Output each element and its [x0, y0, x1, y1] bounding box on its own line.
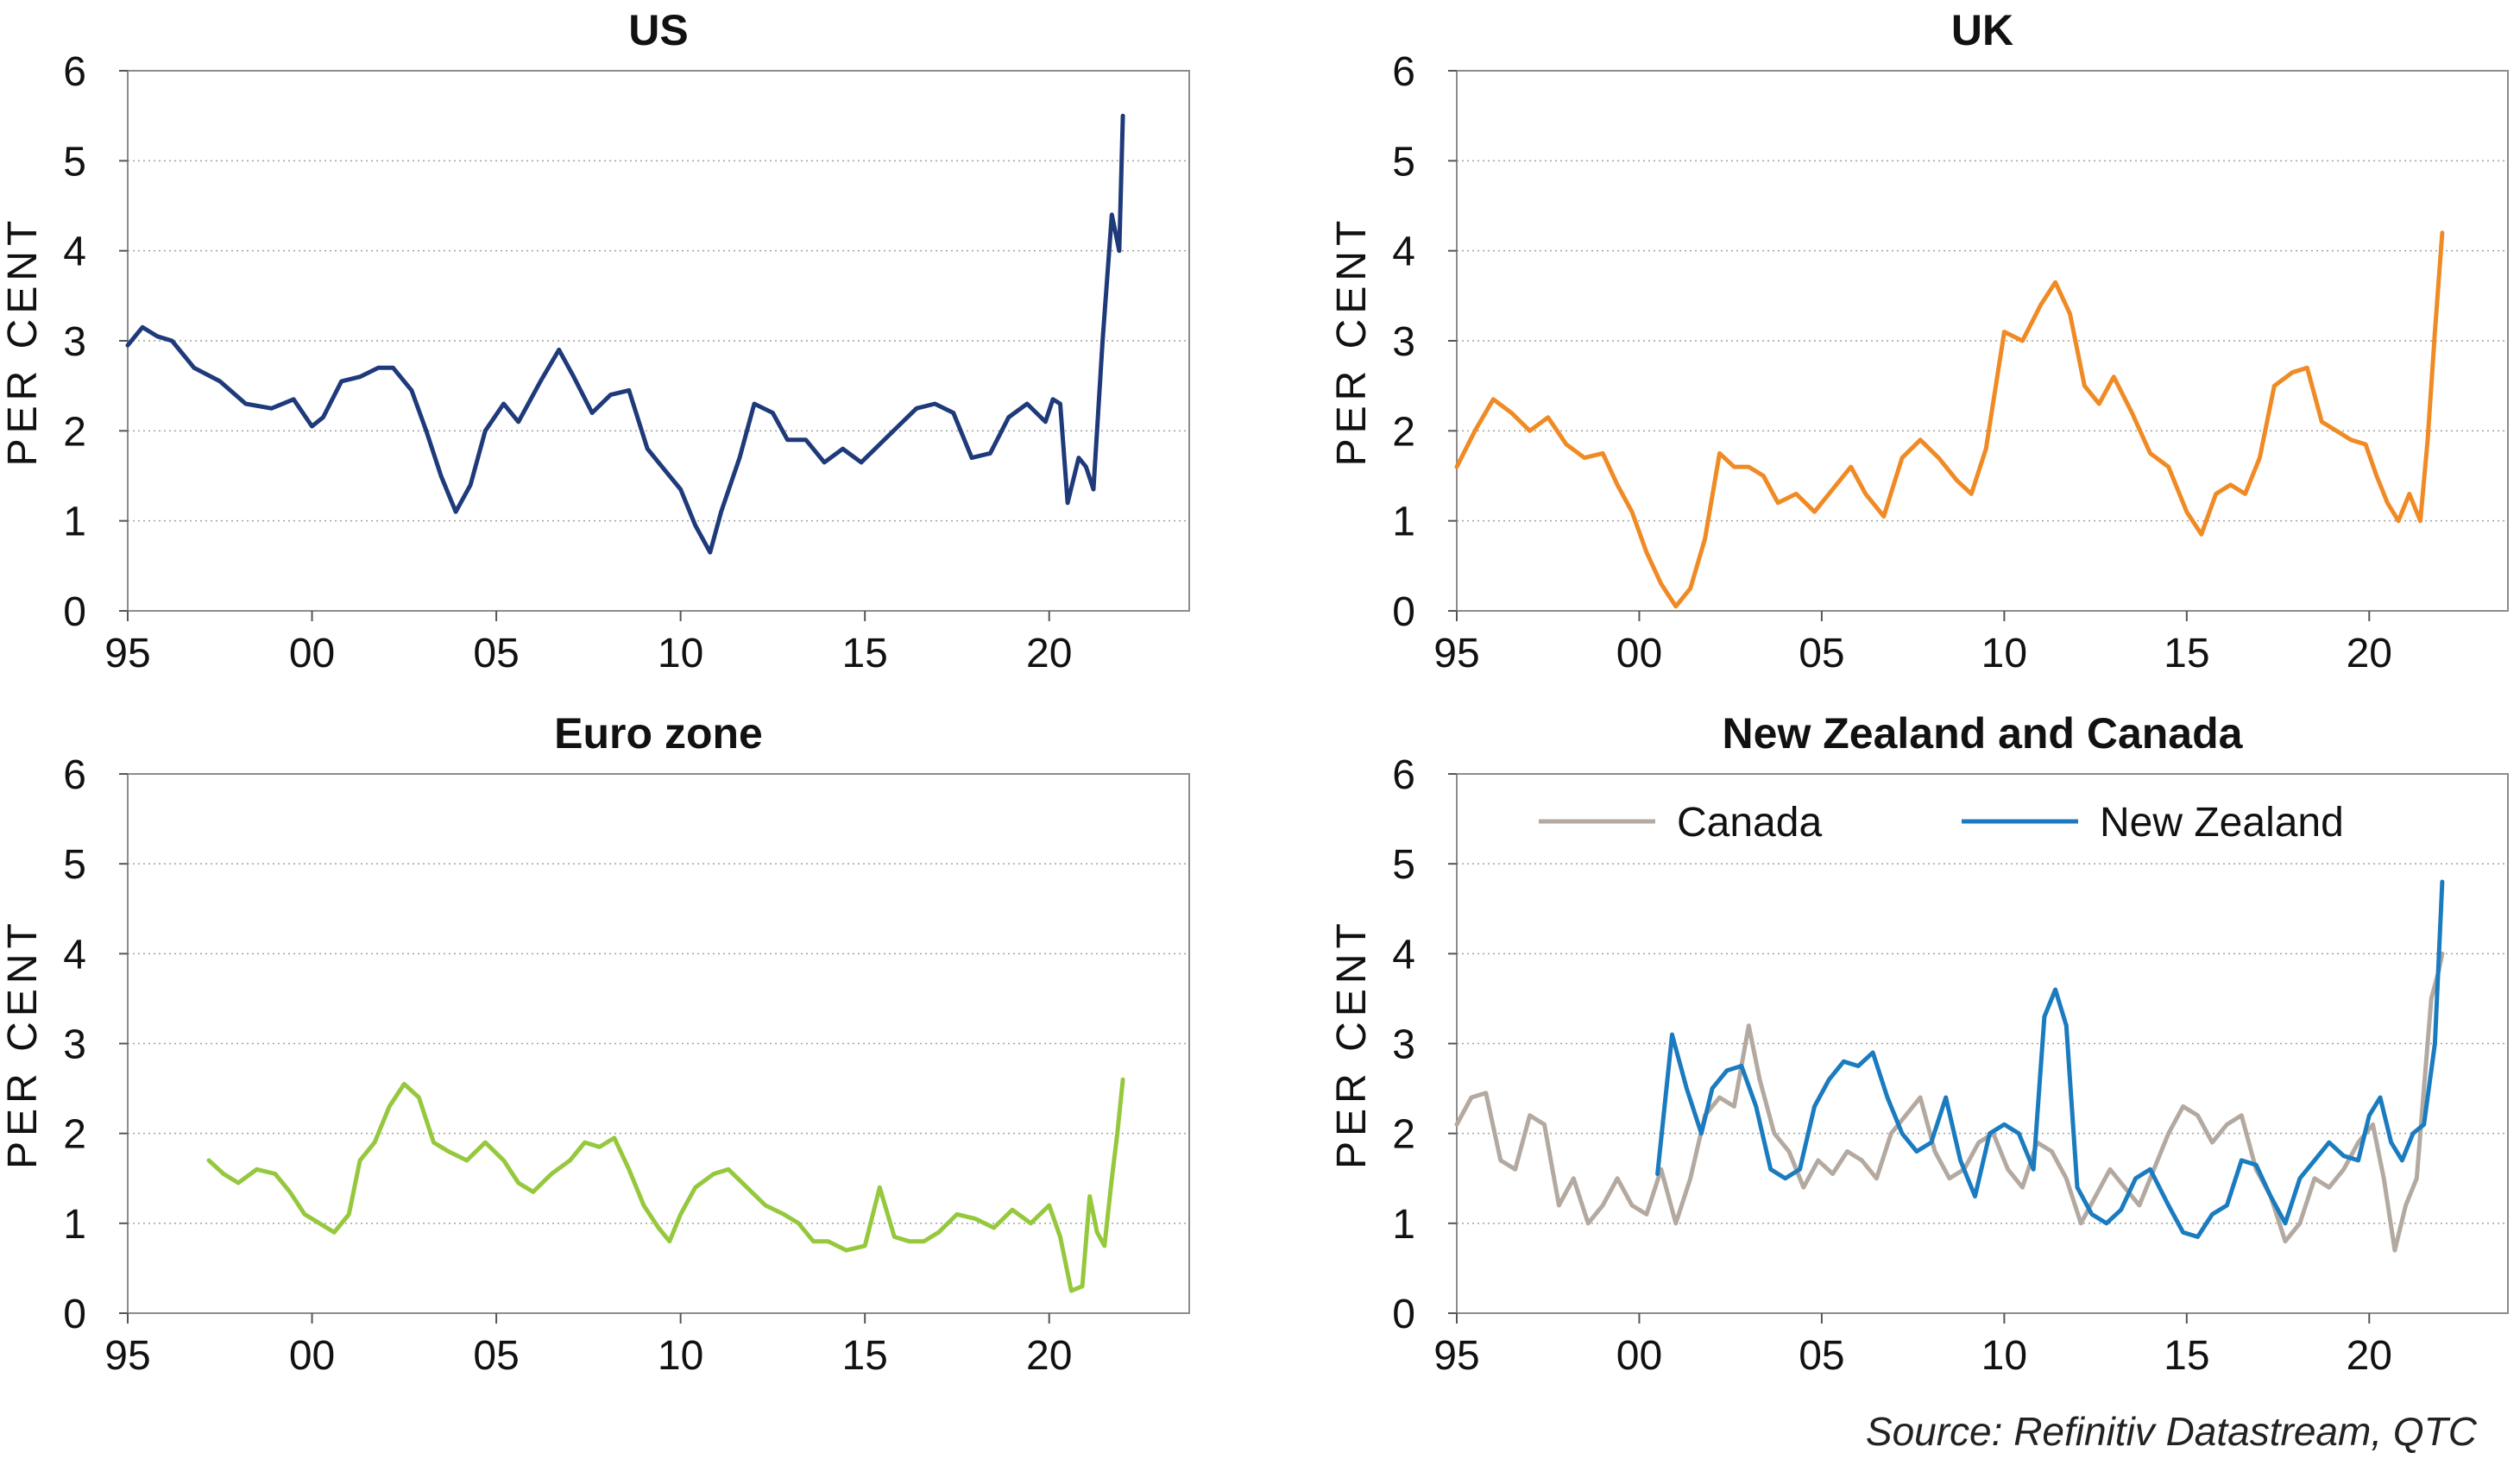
- x-tick-label: 95: [104, 1333, 150, 1379]
- x-tick-label: 00: [1616, 1333, 1662, 1379]
- y-tick-label: 1: [1392, 1202, 1415, 1248]
- source-note: Source: Refinitiv Datastream, QTC: [1865, 1409, 2477, 1454]
- x-tick-label: 95: [1433, 1333, 1479, 1379]
- y-tick-label: 3: [1392, 319, 1415, 365]
- x-tick-label: 20: [1026, 631, 1072, 676]
- x-tick-label: 00: [289, 1333, 335, 1379]
- x-tick-label: 15: [2164, 631, 2209, 676]
- series-line-1: [206, 1077, 1125, 1293]
- chart-title: US: [628, 6, 688, 54]
- y-tick-label: 2: [1392, 409, 1415, 455]
- x-tick-label: 10: [1981, 631, 2027, 676]
- x-tick-label: 95: [1433, 631, 1479, 676]
- plot-frame: [1456, 773, 2509, 1314]
- chart-title: New Zealand and Canada: [1723, 709, 2244, 758]
- x-tick-label: 05: [473, 631, 519, 676]
- x-tick-label: 00: [289, 631, 335, 676]
- y-axis-label: PER CENT: [0, 918, 46, 1169]
- chart-panel-1: 0 1 2 3 4 5 6 95 00 05 10 15 20 PER CENT US: [0, 6, 1190, 676]
- y-tick-label: 4: [63, 932, 86, 978]
- x-tick-label: 00: [1616, 631, 1662, 676]
- y-tick-label: 0: [1392, 589, 1415, 635]
- y-tick-label: 5: [63, 139, 86, 185]
- y-tick-label: 6: [63, 752, 86, 798]
- x-tick-label: 20: [1026, 1333, 1072, 1379]
- y-tick-label: 0: [63, 1292, 86, 1337]
- x-tick-label: 10: [1981, 1333, 2027, 1379]
- y-tick-label: 1: [63, 1202, 86, 1248]
- y-tick-label: 0: [63, 589, 86, 635]
- chart-panel-2: 0 1 2 3 4 5 6 95 00 05 10 15 20 PER CENT UK: [1329, 6, 2509, 676]
- series-line-1: [125, 113, 1125, 555]
- y-axis-label: PER CENT: [1329, 918, 1375, 1169]
- legend-label: Canada: [1677, 800, 1822, 846]
- y-tick-label: 0: [1392, 1292, 1415, 1337]
- x-tick-label: 05: [473, 1333, 519, 1379]
- x-tick-label: 15: [2164, 1333, 2209, 1379]
- x-tick-label: 10: [658, 1333, 703, 1379]
- series-line-canada: [1454, 951, 2445, 1253]
- y-tick-label: 2: [63, 409, 86, 455]
- y-tick-label: 4: [63, 230, 86, 275]
- plot-frame: [1456, 70, 2509, 612]
- chart-panel-3: 0 1 2 3 4 5 6 95 00 05 10 15 20 PER CENT Euro zone: [0, 709, 1190, 1379]
- y-tick-label: 6: [63, 49, 86, 95]
- x-tick-label: 05: [1799, 1333, 1844, 1379]
- series-line-1: [1454, 230, 2445, 609]
- y-tick-label: 3: [63, 319, 86, 365]
- x-tick-label: 05: [1799, 631, 1844, 676]
- legend-label: New Zealand: [2100, 800, 2344, 846]
- y-tick-label: 2: [63, 1112, 86, 1158]
- chart-title: UK: [1951, 6, 2013, 54]
- y-tick-label: 4: [1392, 230, 1415, 275]
- y-tick-label: 2: [1392, 1112, 1415, 1158]
- x-tick-label: 15: [841, 631, 887, 676]
- x-tick-label: 10: [658, 631, 703, 676]
- chart-title: Euro zone: [554, 709, 763, 758]
- y-tick-label: 6: [1392, 752, 1415, 798]
- y-tick-label: 5: [63, 842, 86, 888]
- series-line-new-zealand: [1655, 879, 2445, 1239]
- y-tick-label: 3: [1392, 1022, 1415, 1068]
- x-tick-label: 20: [2347, 1333, 2392, 1379]
- x-tick-label: 95: [104, 631, 150, 676]
- y-tick-label: 1: [1392, 500, 1415, 545]
- y-axis-label: PER CENT: [1329, 216, 1375, 467]
- chart-panel-4: 0 1 2 3 4 5 6 95 00 05 10 15 20 PER CENT New Zealand a…: [1329, 709, 2509, 1379]
- y-tick-label: 5: [1392, 842, 1415, 888]
- y-tick-label: 5: [1392, 139, 1415, 185]
- y-tick-label: 1: [63, 500, 86, 545]
- y-tick-label: 6: [1392, 49, 1415, 95]
- y-tick-label: 4: [1392, 932, 1415, 978]
- x-tick-label: 20: [2347, 631, 2392, 676]
- y-axis-label: PER CENT: [0, 216, 46, 467]
- y-tick-label: 3: [63, 1022, 86, 1068]
- x-tick-label: 15: [841, 1333, 887, 1379]
